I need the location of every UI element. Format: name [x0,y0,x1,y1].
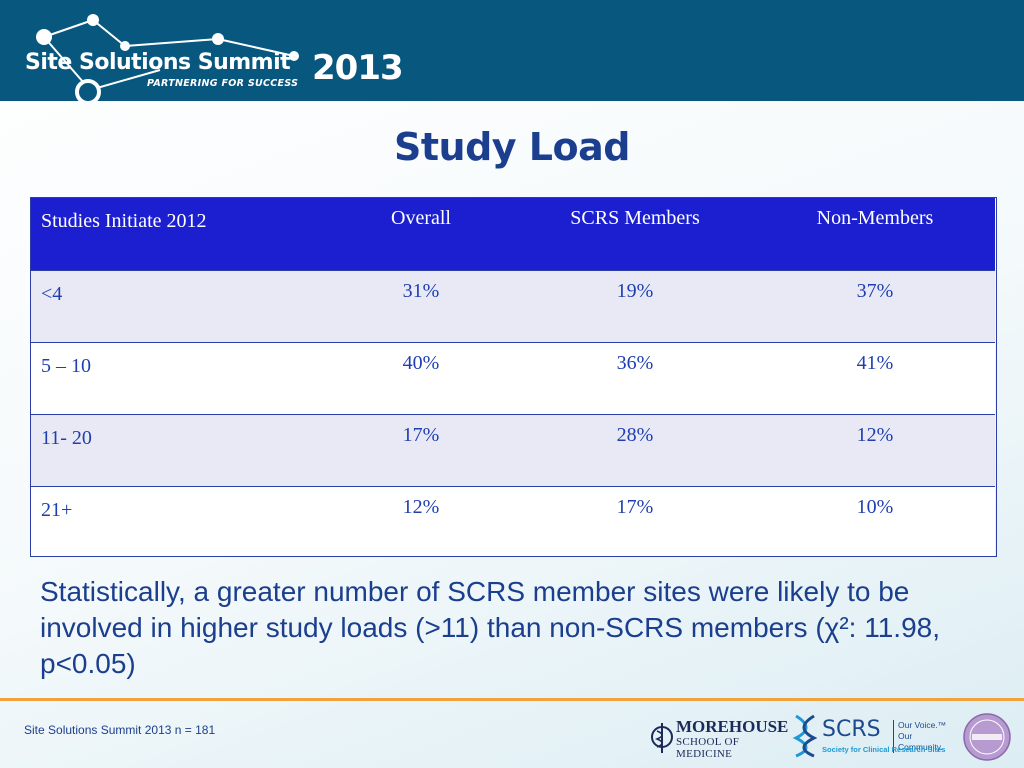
table-cell: 36% [616,352,654,374]
header-banner: Site Solutions Summit 2013 PARTNERING FO… [0,0,1024,105]
table-cell: 10% [856,496,894,518]
table-cell: 5 – 10 [41,355,91,377]
table-row: <4 31% 19% 37% [31,270,995,342]
caduceus-icon [651,723,673,753]
scrs-slogan: Our Voice.™ Our Community. [893,720,953,753]
table-cell: 17% [616,496,654,518]
table-cell: <4 [41,283,63,305]
table-cell: 12% [856,424,894,446]
table-row: 21+ 12% 17% 10% [31,486,995,556]
logo-tagline: PARTNERING FOR SUCCESS [147,78,299,89]
header-cell: SCRS Members [570,207,700,229]
footer-note: Site Solutions Summit 2013 n = 181 [24,723,216,737]
footer-divider [0,698,1024,701]
table-cell: 12% [402,496,440,518]
table-cell: 21+ [41,499,73,521]
logo-year: 2013 [312,48,404,88]
scrs-name: SCRS [822,717,881,742]
morehouse-name: MOREHOUSE [676,717,789,736]
table-cell: 19% [616,280,654,302]
scrs-subtitle: Society for Clinical Research Sites [822,745,946,754]
table-header-row: Studies Initiate 2012 Overall SCRS Membe… [31,198,995,270]
table-row: 11- 20 17% 28% 12% [31,414,995,486]
table-cell: 37% [856,280,894,302]
statistical-statement: Statistically, a greater number of SCRS … [40,576,940,679]
study-load-table: Studies Initiate 2012 Overall SCRS Membe… [30,197,997,557]
table-cell: 40% [402,352,440,374]
header-cell: Studies Initiate 2012 [41,210,207,232]
scrs-logo: SCRS Our Voice.™ Our Community. Society … [790,712,955,760]
header-cell: Overall [391,207,451,229]
morehouse-logo: MOREHOUSE SCHOOL OF MEDICINE [650,715,788,760]
table-cell: 11- 20 [41,427,92,449]
table-cell: 41% [856,352,894,374]
dna-helix-icon [792,714,818,758]
table-row: 5 – 10 40% 36% 41% [31,342,995,414]
table-cell: 31% [402,280,440,302]
logo-title: Site Solutions Summit [25,50,291,75]
accredited-provider-seal [963,713,1011,761]
table-cell: 17% [402,424,440,446]
header-cell: Non-Members [816,207,934,229]
network-nodes-icon [36,14,299,105]
slide-title: Study Load [394,125,630,169]
table-cell: 28% [616,424,654,446]
morehouse-sub: SCHOOL OF MEDICINE [676,736,740,760]
